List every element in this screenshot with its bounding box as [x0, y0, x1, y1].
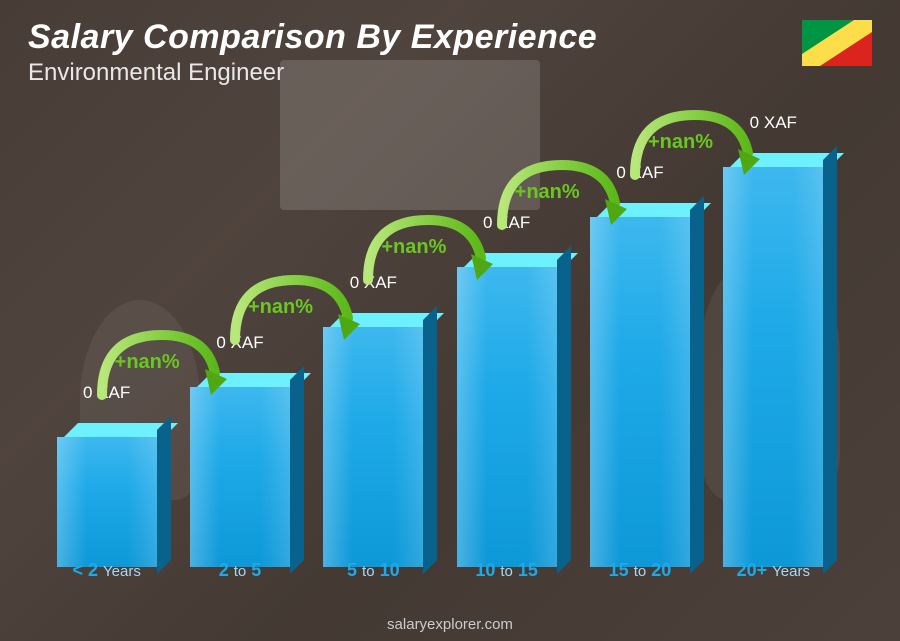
bar-group: 0 XAF10 to 15 [446, 253, 567, 553]
percent-increase-label: +nan% [248, 296, 313, 319]
bar-value-label: 0 XAF [350, 273, 397, 293]
bars-container: 0 XAF< 2 Years0 XAF2 to 50 XAF5 to 100 X… [40, 133, 840, 553]
bar-value-label: 0 XAF [216, 333, 263, 353]
bar-front-face [57, 437, 157, 567]
page-title: Salary Comparison By Experience [28, 18, 872, 57]
bar-group: 0 XAF< 2 Years [46, 423, 167, 553]
bar-front-face [457, 267, 557, 567]
category-label: 20+ Years [737, 560, 810, 581]
bar-group: 0 XAF2 to 5 [179, 373, 300, 553]
bar-value-label: 0 XAF [750, 113, 797, 133]
page-subtitle: Environmental Engineer [28, 59, 872, 87]
bar-value-label: 0 XAF [83, 383, 130, 403]
category-label: 5 to 10 [347, 560, 400, 581]
percent-increase-label: +nan% [381, 236, 446, 259]
country-flag-icon [802, 20, 872, 66]
bar-value-label: 0 XAF [616, 163, 663, 183]
bar: 0 XAF [57, 423, 157, 553]
category-label: < 2 Years [72, 560, 140, 581]
bar: 0 XAF [190, 373, 290, 553]
bar: 0 XAF [590, 203, 690, 553]
bar: 0 XAF [323, 313, 423, 553]
bar-front-face [590, 217, 690, 567]
category-label: 10 to 15 [475, 560, 538, 581]
bar-side-face [157, 416, 171, 574]
bar-side-face [690, 196, 704, 574]
bar-value-label: 0 XAF [483, 213, 530, 233]
header: Salary Comparison By Experience Environm… [28, 18, 872, 87]
footer-attribution: salaryexplorer.com [0, 616, 900, 633]
bar-side-face [823, 146, 837, 574]
bar-chart: 0 XAF< 2 Years0 XAF2 to 50 XAF5 to 100 X… [40, 120, 840, 581]
category-label: 2 to 5 [219, 560, 262, 581]
category-label: 15 to 20 [609, 560, 672, 581]
bar-side-face [557, 246, 571, 574]
percent-increase-label: +nan% [648, 131, 713, 154]
bar-side-face [290, 366, 304, 574]
bar-front-face [190, 387, 290, 567]
bar: 0 XAF [457, 253, 557, 553]
bar-group: 0 XAF5 to 10 [313, 313, 434, 553]
bar-group: 0 XAF20+ Years [713, 153, 834, 553]
bar-front-face [323, 327, 423, 567]
bar-side-face [423, 306, 437, 574]
bar-front-face [723, 167, 823, 567]
percent-increase-label: +nan% [515, 181, 580, 204]
percent-increase-label: +nan% [115, 351, 180, 374]
bar-group: 0 XAF15 to 20 [579, 203, 700, 553]
bar: 0 XAF [723, 153, 823, 553]
